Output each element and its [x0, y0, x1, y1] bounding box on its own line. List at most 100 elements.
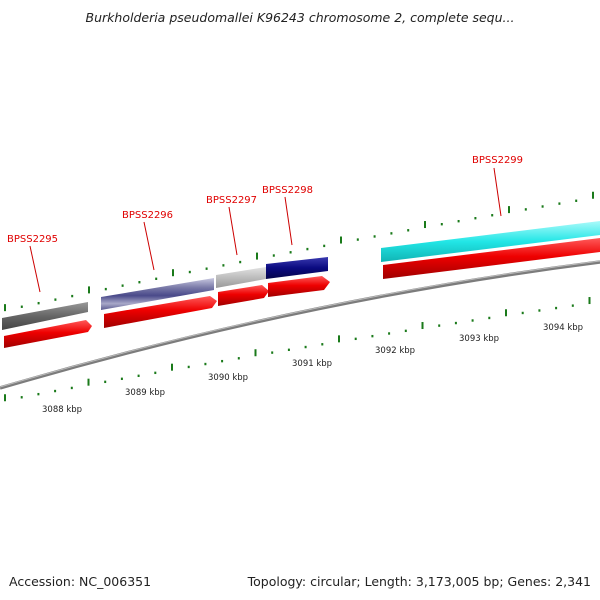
upper-minor-tick — [138, 281, 141, 284]
scale-label-3088: 3088 kbp — [42, 405, 82, 415]
scale-label-3093: 3093 kbp — [459, 334, 499, 344]
upper-minor-tick — [121, 284, 124, 287]
lower-minor-tick — [204, 362, 207, 366]
upper-major-tick — [88, 286, 90, 294]
lower-minor-tick — [54, 389, 57, 393]
feature-bar-cyan[interactable] — [381, 221, 600, 262]
gene-connector-bpss2296 — [143, 221, 155, 271]
upper-minor-tick — [558, 202, 561, 205]
lower-minor-tick — [20, 396, 23, 399]
upper-major-tick — [424, 221, 426, 229]
upper-minor-tick — [155, 277, 158, 280]
upper-minor-tick — [37, 301, 40, 305]
upper-major-tick — [172, 269, 174, 277]
upper-major-tick — [508, 206, 510, 214]
upper-minor-tick — [71, 294, 74, 298]
upper-minor-tick — [272, 254, 275, 257]
scale-label-3094: 3094 kbp — [543, 323, 583, 333]
lower-minor-tick — [321, 343, 324, 346]
feature-bar-navy[interactable] — [266, 257, 328, 279]
upper-minor-tick — [104, 287, 107, 291]
lower-minor-tick — [137, 374, 140, 378]
lower-major-tick — [87, 378, 90, 386]
upper-minor-tick — [239, 260, 242, 264]
lower-minor-tick — [521, 311, 524, 315]
lower-major-tick — [171, 363, 173, 371]
cds-arrow-bpss2295[interactable] — [4, 320, 92, 348]
lower-minor-tick — [120, 377, 123, 381]
upper-minor-tick — [306, 247, 309, 251]
upper-minor-tick — [205, 267, 208, 270]
lower-major-tick — [588, 297, 591, 305]
lower-minor-tick — [37, 392, 40, 396]
lower-major-tick — [4, 394, 6, 402]
upper-minor-tick — [524, 208, 527, 211]
lower-minor-tick — [555, 306, 558, 310]
gene-label-bpss2298[interactable]: BPSS2298 — [262, 185, 313, 196]
upper-tick-row — [4, 191, 594, 312]
lower-minor-tick — [454, 321, 457, 325]
lower-major-tick — [421, 322, 424, 330]
upper-minor-tick — [54, 298, 57, 301]
lower-minor-tick — [538, 309, 541, 312]
lower-minor-tick — [571, 304, 574, 307]
lower-minor-tick — [271, 351, 274, 354]
upper-minor-tick — [407, 229, 410, 232]
lower-minor-tick — [287, 348, 290, 352]
upper-minor-tick — [222, 264, 225, 267]
lower-major-tick — [254, 349, 257, 357]
upper-minor-tick — [289, 251, 292, 254]
gene-label-bpss2299[interactable]: BPSS2299 — [472, 155, 523, 166]
cds-arrow-bpss2298[interactable] — [268, 276, 330, 297]
feature-bar-gray-light[interactable] — [216, 267, 266, 288]
upper-major-tick — [340, 236, 342, 244]
lower-major-tick — [338, 335, 340, 343]
upper-minor-tick — [373, 235, 376, 238]
feature-bar-purple[interactable] — [101, 278, 214, 310]
lower-minor-tick — [388, 332, 391, 335]
gene-label-bpss2297[interactable]: BPSS2297 — [206, 195, 257, 206]
upper-major-tick — [4, 304, 6, 312]
upper-minor-tick — [440, 223, 443, 226]
upper-minor-tick — [541, 205, 544, 208]
feature-bar-gray-dark[interactable] — [2, 302, 88, 330]
topology-summary: Topology: circular; Length: 3,173,005 bp… — [247, 574, 591, 589]
upper-major-tick — [592, 191, 594, 199]
upper-minor-tick — [457, 219, 460, 223]
lower-minor-tick — [237, 357, 240, 360]
scale-label-3089: 3089 kbp — [125, 388, 165, 398]
gene-connector-bpss2297 — [228, 206, 238, 256]
chromosome-backbone — [0, 260, 600, 390]
upper-minor-tick — [575, 199, 578, 202]
gene-label-bpss2295[interactable]: BPSS2295 — [7, 234, 58, 245]
upper-minor-tick — [323, 244, 326, 248]
gene-connector-bpss2295 — [29, 245, 41, 293]
lower-minor-tick — [488, 316, 491, 320]
cds-arrow-bpss2297[interactable] — [218, 285, 269, 306]
lower-minor-tick — [70, 386, 73, 390]
chromosome-backbone-highlight — [0, 260, 600, 388]
cds-arrow-bpss2296[interactable] — [104, 296, 217, 328]
lower-minor-tick — [471, 319, 474, 322]
lower-minor-tick — [154, 371, 157, 375]
upper-minor-tick — [491, 214, 494, 217]
accession-text: Accession: NC_006351 — [9, 574, 152, 589]
lower-minor-tick — [404, 329, 407, 333]
upper-minor-tick — [474, 217, 477, 220]
upper-major-tick — [256, 252, 258, 260]
map-title: Burkholderia pseudomallei K96243 chromos… — [85, 10, 515, 25]
lower-minor-tick — [221, 359, 224, 363]
gene-connector-bpss2299 — [493, 167, 502, 217]
lower-tick-row — [4, 297, 591, 402]
upper-minor-tick — [356, 238, 359, 241]
lower-minor-tick — [304, 345, 307, 349]
lower-major-tick — [505, 309, 507, 317]
lower-minor-tick — [371, 334, 374, 338]
scale-label-3091: 3091 kbp — [292, 359, 332, 369]
lower-minor-tick — [104, 380, 107, 384]
gene-label-bpss2296[interactable]: BPSS2296 — [122, 210, 173, 221]
upper-minor-tick — [20, 305, 23, 308]
lower-minor-tick — [187, 365, 190, 369]
cds-arrow-bpss2299[interactable] — [383, 238, 600, 279]
